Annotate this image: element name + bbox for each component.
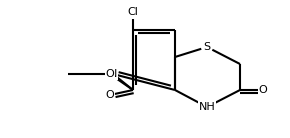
Text: Cl: Cl (128, 7, 138, 17)
Text: O: O (259, 85, 267, 95)
Text: O: O (106, 90, 114, 100)
Text: O: O (106, 69, 114, 79)
Text: NH: NH (199, 102, 215, 112)
Text: N: N (109, 69, 117, 79)
Text: S: S (204, 42, 211, 52)
